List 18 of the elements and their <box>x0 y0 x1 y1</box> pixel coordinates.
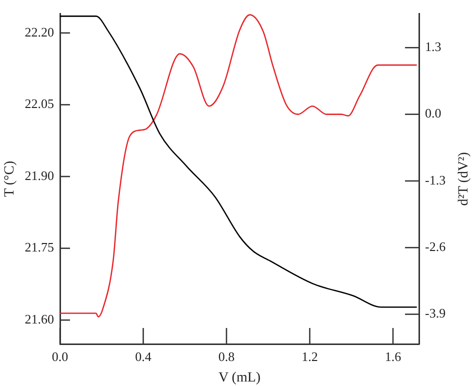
x-tick-label: 1.2 <box>302 349 318 364</box>
y2-axis-title: d²T (dV²) <box>456 152 472 206</box>
y-tick-label: 21.90 <box>24 168 54 183</box>
x-tick-label: 0.8 <box>218 349 235 364</box>
x-tick-label: 0.0 <box>52 349 68 364</box>
y-tick-label: 22.20 <box>24 24 54 40</box>
y2-tick-label: 0.0 <box>425 106 442 121</box>
y2-tick-label: 1.3 <box>425 39 442 54</box>
y-tick-label: 22.05 <box>24 96 54 112</box>
x-tick-label: 1.6 <box>384 349 402 364</box>
y2-tick-label: -3.9 <box>425 306 446 321</box>
y-axis-title: T (°C) <box>2 160 18 197</box>
y2-tick-label: -1.3 <box>425 172 446 188</box>
y2-tick-label: -2.6 <box>425 239 446 254</box>
y-tick-label: 21.60 <box>24 311 54 326</box>
y-tick-label: 21.75 <box>24 240 54 255</box>
x-tick-label: 0.4 <box>135 349 152 364</box>
x-axis-title: V (mL) <box>218 370 261 386</box>
